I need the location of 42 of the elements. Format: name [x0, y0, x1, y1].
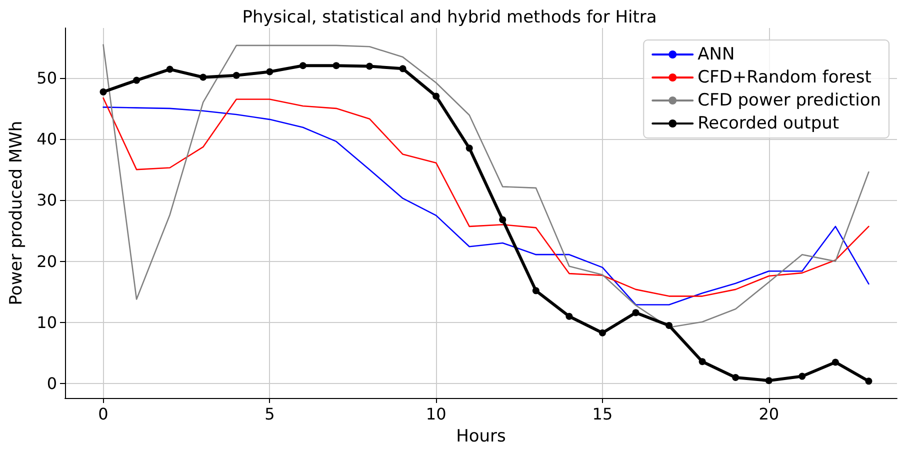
chart-title: Physical, statistical and hybrid methods for Hitra	[242, 8, 657, 28]
point	[133, 76, 140, 84]
y-tick-label: 0	[46, 374, 57, 394]
point	[598, 329, 606, 336]
legend-label: Recorded output	[698, 114, 840, 134]
point	[666, 322, 673, 330]
point	[698, 358, 706, 366]
y-tick-label: 50	[36, 68, 57, 88]
legend-label: CFD power prediction	[698, 90, 882, 110]
point	[865, 378, 872, 385]
y-axis-title: Power produced MWh	[6, 120, 26, 306]
point	[232, 72, 240, 79]
point	[732, 374, 740, 382]
point	[266, 68, 274, 76]
y-tick-label: 20	[36, 252, 57, 271]
x-tick-label: 0	[98, 404, 108, 424]
point	[632, 309, 640, 316]
x-tick-label: 20	[758, 404, 780, 424]
point	[399, 65, 406, 72]
point	[566, 312, 573, 320]
point	[765, 377, 772, 384]
x-tick-label: 5	[264, 404, 275, 424]
x-axis-title: Hours	[456, 426, 506, 446]
point	[332, 62, 340, 70]
y-tick-label: 30	[36, 190, 57, 210]
point	[798, 372, 806, 380]
point	[499, 216, 506, 224]
point	[299, 62, 306, 70]
legend-label: ANN	[698, 44, 735, 64]
x-tick-label: 10	[426, 404, 446, 424]
point	[432, 92, 440, 100]
point	[200, 74, 207, 81]
point	[466, 144, 473, 152]
x-tick-label: 15	[592, 404, 613, 424]
point	[366, 62, 374, 70]
point	[166, 66, 174, 73]
y-tick-label: 40	[36, 130, 57, 148]
point	[532, 287, 540, 294]
y-tick-label: 10	[36, 312, 57, 332]
legend-label: CFD+Random forest	[698, 68, 872, 88]
point	[100, 88, 107, 96]
point	[832, 358, 839, 366]
